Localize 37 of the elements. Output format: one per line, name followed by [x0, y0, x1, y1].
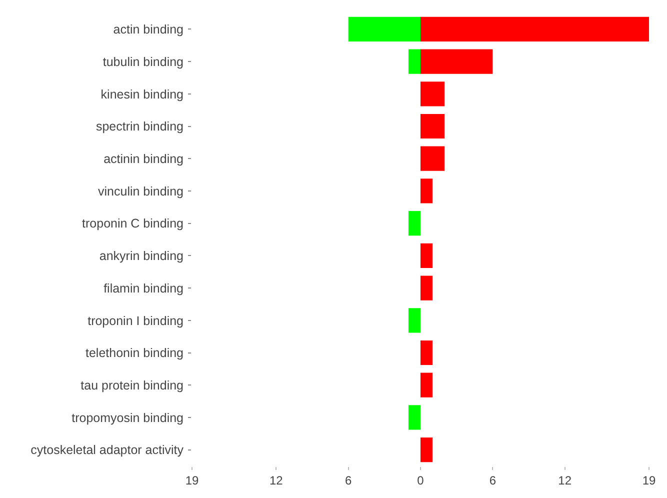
x-tick-label: 6 [489, 473, 496, 488]
y-tick-label: troponin C binding [82, 216, 184, 231]
bar [408, 211, 420, 236]
x-tick-label: 0 [417, 473, 424, 488]
y-tick-label: actinin binding [104, 152, 184, 166]
bar [420, 16, 649, 42]
x-tick-label: 19 [185, 473, 199, 488]
bar [420, 340, 433, 366]
y-tick-label: filamin binding [104, 281, 184, 296]
y-tick-label: cytoskeletal adaptor activity [30, 443, 184, 458]
y-tick-label: tropomyosin binding [72, 410, 184, 425]
bar [420, 49, 493, 74]
x-tick-label: 6 [344, 473, 352, 488]
y-tick-label: tau protein binding [80, 378, 184, 392]
y-tick-label: kinesin binding [100, 87, 184, 102]
bar [408, 49, 420, 74]
bar [420, 146, 445, 171]
x-tick-label: 12 [558, 473, 572, 488]
y-tick-label: tubulin binding [102, 54, 184, 69]
y-tick-label: vinculin binding [98, 184, 184, 198]
y-tick-label: telethonin binding [86, 346, 184, 360]
x-tick-label: 12 [270, 473, 284, 488]
bar [420, 178, 433, 204]
bar [420, 372, 433, 398]
y-tick-label: spectrin binding [96, 120, 184, 134]
bar [420, 114, 445, 139]
y-tick-label: ankyrin binding [99, 249, 184, 264]
x-tick-label: 19 [642, 473, 656, 488]
bar [408, 405, 420, 430]
y-tick-label: actin binding [113, 22, 184, 37]
bar [348, 16, 420, 42]
bar [420, 243, 433, 268]
bar [420, 438, 433, 462]
bar [408, 308, 420, 333]
bar [420, 276, 433, 300]
y-tick-label: troponin I binding [88, 314, 184, 328]
bar [420, 82, 445, 106]
